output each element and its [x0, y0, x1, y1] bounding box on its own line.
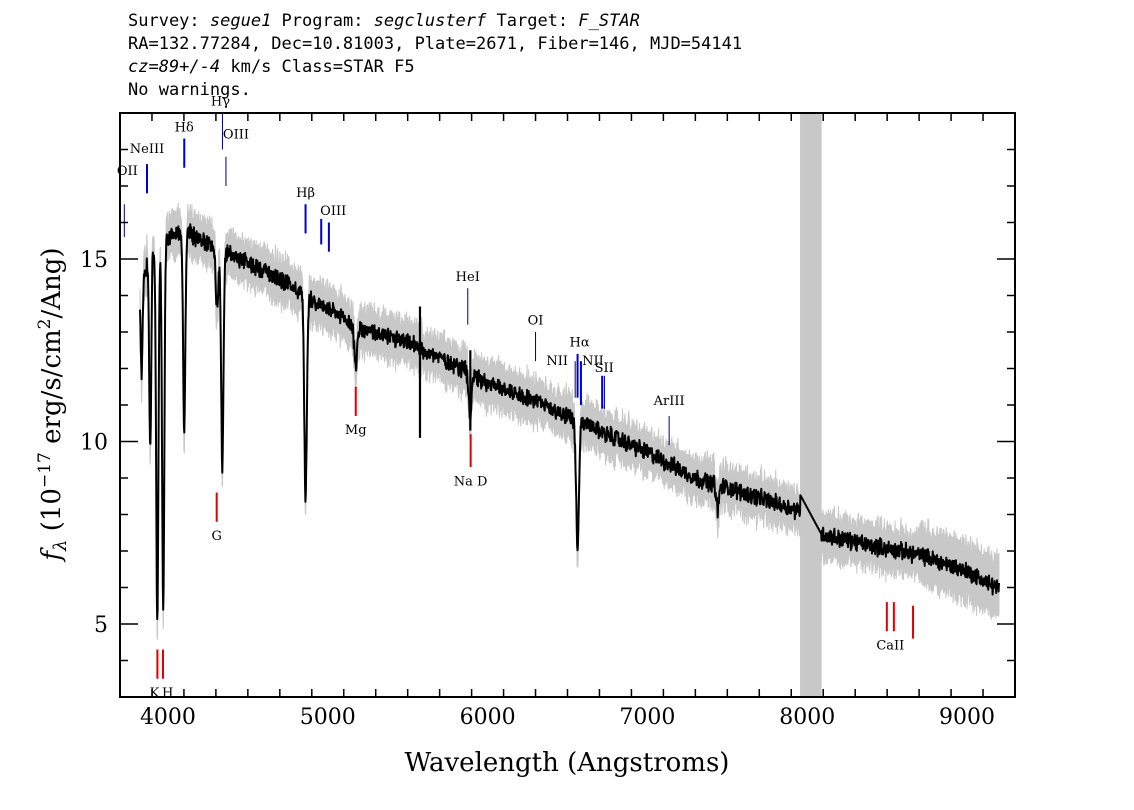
x-axis-title: Wavelength (Angstroms) [405, 748, 730, 778]
spectrum-header: Survey: segue1 Program: segclusterf Targ… [128, 10, 742, 102]
x-tick-label-4000: 4000 [140, 705, 196, 730]
target-label: Target: [486, 11, 579, 31]
line-label-3: Hγ [211, 95, 230, 110]
survey-value: segue1 [209, 11, 272, 31]
line-label-2: Hδ [175, 120, 194, 135]
y-axis-title: fλ (10−17 erg/s/cm2/Ang) [35, 247, 71, 562]
class-text: km/s Class=STAR F5 [220, 57, 415, 77]
header-line-3: cz=89+/-4 km/s Class=STAR F5 [128, 56, 742, 79]
masked-region-layer [800, 113, 822, 697]
line-label-8: HeI [456, 270, 480, 285]
spectrum-layer [139, 223, 1000, 621]
y-tick-label-5: 5 [94, 613, 108, 638]
line-label-19: Mg [345, 423, 367, 438]
header-line-4: No warnings. [128, 80, 251, 100]
x-tick-label-8000: 8000 [779, 705, 835, 730]
line-label-0: OII [117, 164, 138, 179]
line-label-18: G [211, 529, 221, 544]
header-line-2: RA=132.77284, Dec=10.81003, Plate=2671, … [128, 34, 743, 54]
line-label-9: OI [528, 314, 544, 329]
line-label-13: SII [595, 361, 614, 376]
line-label-4: OIII [223, 128, 249, 143]
spectrum-line [139, 223, 1000, 621]
line-label-21: CaII [876, 639, 904, 654]
line-label-16: K [150, 686, 160, 701]
line-label-17: H [162, 686, 173, 701]
line-label-10: NII [546, 354, 568, 369]
x-tick-label-9000: 9000 [939, 705, 995, 730]
x-tick-label-7000: 7000 [619, 705, 675, 730]
axes-layer: 4000 5000 6000 7000 8000 9000 5 10 15 [80, 112, 1016, 730]
program-value: segclusterf [373, 11, 487, 31]
line-label-12: NII [582, 354, 604, 369]
y-tick-label-10: 10 [80, 431, 108, 456]
redshift-value: cz=89+/-4 [128, 57, 221, 77]
target-value: F_STAR [578, 11, 640, 31]
survey-label: Survey: [128, 11, 210, 31]
line-marker-layer: OIINeIIIHδHγOIIIHβOIIIHeIOINIIHαNIISIIAr… [117, 95, 915, 701]
line-label-11: Hα [570, 336, 590, 351]
line-label-15: ArIII [653, 394, 685, 409]
line-label-5: Hβ [296, 186, 315, 201]
x-tick-label-6000: 6000 [460, 705, 516, 730]
program-label: Program: [271, 11, 374, 31]
y-tick-label-15: 15 [80, 248, 108, 273]
masked-region [800, 113, 822, 697]
line-label-20: Na D [454, 474, 488, 489]
line-label-1: NeIII [130, 142, 164, 157]
header-line-1: Survey: segue1 Program: segclusterf Targ… [128, 10, 742, 33]
line-label-6: OIII [320, 204, 346, 219]
x-tick-label-5000: 5000 [300, 705, 356, 730]
